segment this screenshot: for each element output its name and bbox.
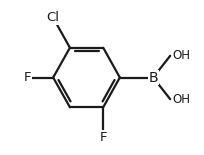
Text: F: F xyxy=(100,131,107,144)
Text: OH: OH xyxy=(173,93,191,106)
Text: Cl: Cl xyxy=(47,11,60,24)
Text: OH: OH xyxy=(173,49,191,62)
Text: B: B xyxy=(148,71,158,84)
Text: F: F xyxy=(24,71,31,84)
